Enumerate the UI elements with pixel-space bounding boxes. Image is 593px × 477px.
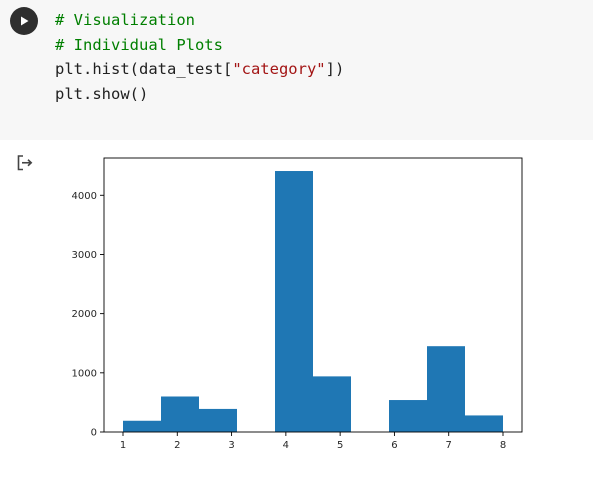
histogram-bar <box>161 396 199 432</box>
code-cell[interactable]: # Visualization # Individual Plots plt.his… <box>0 0 593 140</box>
histogram-svg: 1 2 3 4 5 6 7 8 0 1000 2000 3000 4000 <box>72 157 523 451</box>
output-arrow-icon[interactable] <box>14 152 36 174</box>
y-tick-label: 0 <box>91 428 97 439</box>
y-tick-label: 2000 <box>72 309 97 320</box>
histogram-bar <box>275 171 313 432</box>
x-tick-label: 2 <box>174 440 180 451</box>
code-token: # Individual Plots <box>55 35 223 54</box>
code-token: plt.hist(data_test[ <box>55 60 233 78</box>
y-tick-label: 4000 <box>72 191 97 202</box>
run-cell-button[interactable] <box>10 7 38 35</box>
code-editor[interactable]: # Visualization # Individual Plots plt.his… <box>55 8 344 106</box>
code-token: plt.show() <box>55 84 149 103</box>
x-tick-label: 1 <box>120 440 126 451</box>
histogram-bar <box>465 415 503 432</box>
x-tick-label: 3 <box>228 440 234 451</box>
x-tick-label: 5 <box>337 440 343 451</box>
code-line: # Individual Plots <box>55 33 344 58</box>
y-tick-label: 1000 <box>72 368 97 379</box>
x-tick-label: 6 <box>391 440 397 451</box>
plot-frame <box>103 157 523 433</box>
x-tick-label: 7 <box>446 440 452 451</box>
y-tick-label: 3000 <box>72 250 97 261</box>
x-tick-label: 8 <box>500 440 506 451</box>
code-token: # Visualization <box>55 11 195 29</box>
play-icon <box>21 16 29 26</box>
code-line: # Visualization <box>55 8 344 33</box>
histogram-bar <box>389 400 427 432</box>
histogram-bar <box>427 346 465 432</box>
x-tick-label: 4 <box>283 440 289 451</box>
histogram-bar <box>199 408 237 432</box>
histogram-chart: 1 2 3 4 5 6 7 8 0 1000 2000 3000 4000 <box>52 150 542 465</box>
code-token: "category" <box>232 60 326 78</box>
histogram-bar <box>313 376 351 432</box>
code-token: ]) <box>325 60 345 78</box>
code-line: plt.show() <box>55 82 344 107</box>
code-line: plt.hist(data_test["category"]) <box>55 57 344 82</box>
histogram-bar <box>123 420 161 432</box>
